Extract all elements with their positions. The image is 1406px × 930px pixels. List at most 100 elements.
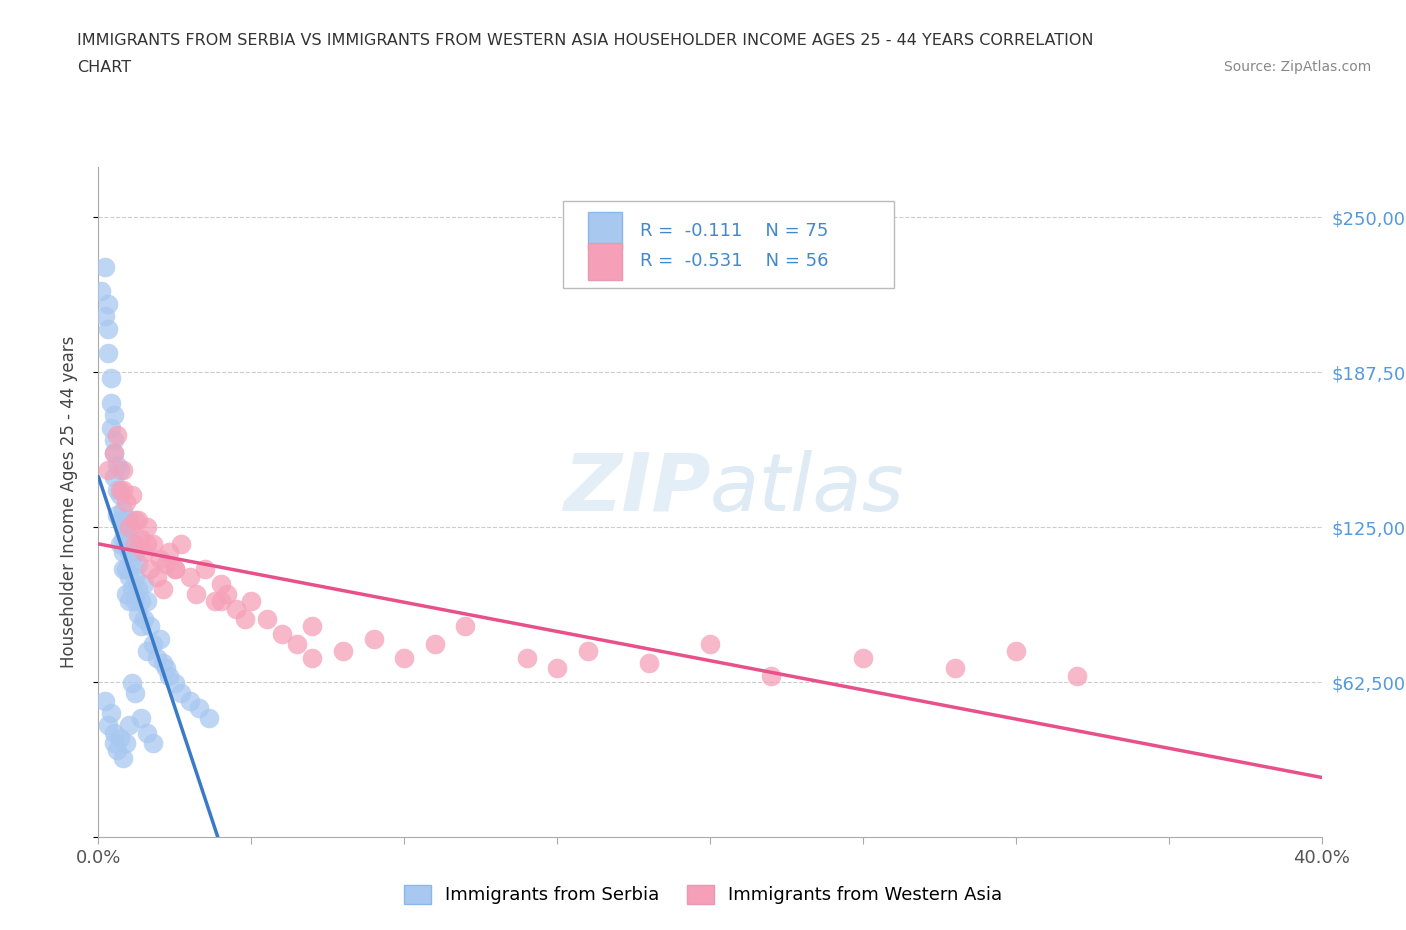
Point: [127, 557, 149, 572]
Text: atlas: atlas: [710, 450, 905, 528]
Point: [186, 587, 208, 602]
Point: [103, 432, 125, 447]
Point: [103, 445, 125, 460]
Point: [163, 676, 186, 691]
Point: [152, 581, 174, 596]
FancyBboxPatch shape: [588, 212, 621, 249]
Point: [139, 618, 162, 633]
Point: [145, 651, 167, 666]
Point: [118, 569, 141, 584]
Point: [136, 725, 159, 740]
Point: [134, 577, 156, 591]
Point: [111, 502, 134, 517]
Point: [163, 562, 186, 577]
Point: [118, 512, 141, 527]
Point: [225, 602, 247, 617]
Point: [111, 462, 134, 477]
Point: [103, 445, 125, 460]
Point: [301, 618, 323, 633]
Point: [209, 594, 232, 609]
Point: [179, 693, 201, 708]
Point: [145, 569, 167, 584]
Point: [111, 483, 134, 498]
Point: [121, 532, 143, 547]
Point: [139, 562, 162, 577]
Point: [204, 594, 226, 609]
Point: [759, 669, 782, 684]
Point: [301, 651, 323, 666]
Point: [136, 537, 159, 551]
Point: [103, 408, 125, 423]
Point: [129, 618, 152, 633]
Point: [108, 483, 131, 498]
Point: [124, 512, 146, 527]
Point: [179, 569, 201, 584]
Point: [100, 371, 122, 386]
FancyBboxPatch shape: [588, 243, 621, 280]
Point: [699, 636, 721, 651]
Point: [97, 297, 120, 312]
Point: [103, 470, 125, 485]
Point: [90, 284, 112, 299]
Point: [1004, 644, 1026, 658]
Point: [194, 562, 217, 577]
Point: [149, 551, 172, 566]
Point: [115, 520, 138, 535]
Point: [115, 736, 138, 751]
Point: [97, 346, 120, 361]
Point: [100, 706, 122, 721]
Point: [129, 594, 152, 609]
Point: [209, 577, 232, 591]
Point: [103, 736, 125, 751]
Point: [124, 544, 146, 559]
Point: [197, 711, 219, 725]
Point: [121, 581, 143, 596]
Point: [105, 458, 128, 472]
Point: [100, 395, 122, 410]
Point: [142, 537, 165, 551]
Point: [576, 644, 599, 658]
Point: [233, 611, 256, 626]
Text: IMMIGRANTS FROM SERBIA VS IMMIGRANTS FROM WESTERN ASIA HOUSEHOLDER INCOME AGES 2: IMMIGRANTS FROM SERBIA VS IMMIGRANTS FRO…: [77, 33, 1094, 47]
Point: [134, 544, 156, 559]
Point: [118, 718, 141, 733]
Point: [163, 562, 186, 577]
Point: [124, 569, 146, 584]
Point: [108, 730, 131, 745]
Point: [152, 656, 174, 671]
Point: [155, 661, 177, 676]
Text: R =  -0.531    N = 56: R = -0.531 N = 56: [640, 252, 828, 271]
Point: [111, 562, 134, 577]
Point: [105, 507, 128, 522]
Text: ZIP: ZIP: [562, 450, 710, 528]
Point: [108, 462, 131, 477]
Point: [188, 700, 211, 715]
Point: [136, 520, 159, 535]
Point: [516, 651, 538, 666]
Point: [285, 636, 308, 651]
Point: [108, 537, 131, 551]
Point: [423, 636, 446, 651]
Point: [124, 537, 146, 551]
Point: [129, 711, 152, 725]
Text: CHART: CHART: [77, 60, 131, 75]
Text: Source: ZipAtlas.com: Source: ZipAtlas.com: [1223, 60, 1371, 74]
Point: [363, 631, 385, 646]
Point: [121, 557, 143, 572]
Point: [97, 462, 120, 477]
Point: [943, 661, 966, 676]
Text: R =  -0.111    N = 75: R = -0.111 N = 75: [640, 221, 828, 240]
Point: [115, 495, 138, 510]
Point: [155, 557, 177, 572]
Point: [97, 718, 120, 733]
Point: [105, 428, 128, 443]
Point: [115, 587, 138, 602]
Point: [93, 309, 115, 324]
Point: [157, 544, 180, 559]
Point: [115, 537, 138, 551]
Point: [115, 562, 138, 577]
Point: [215, 587, 238, 602]
Point: [108, 487, 131, 502]
Point: [97, 321, 120, 336]
Point: [332, 644, 354, 658]
